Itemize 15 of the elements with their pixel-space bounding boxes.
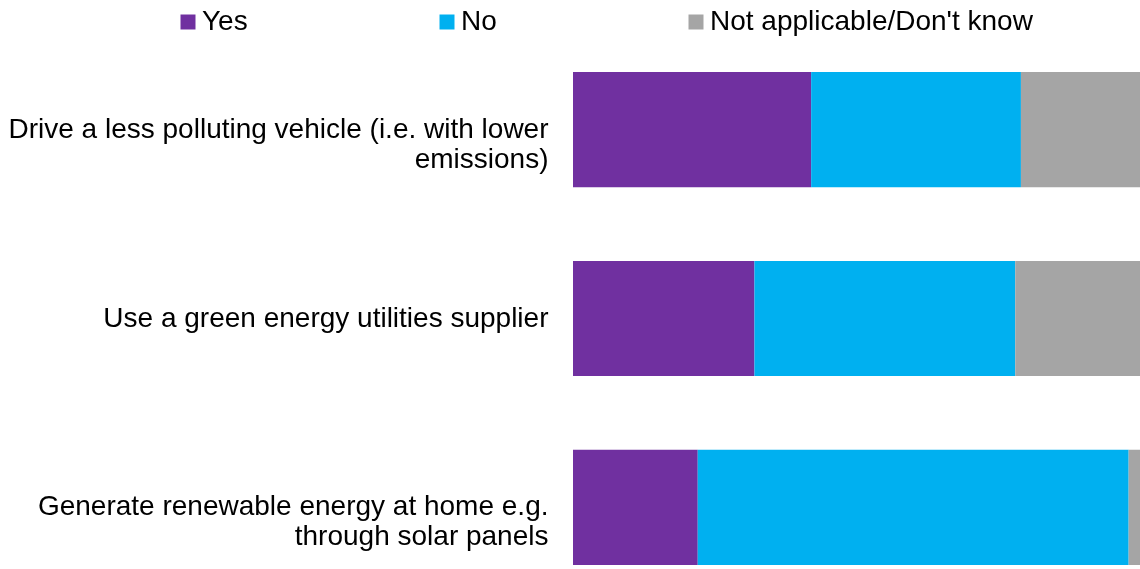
bar (697, 449, 1129, 565)
bar (811, 72, 1021, 188)
bar (754, 260, 1016, 377)
y-tick-label: Generate renewable energy at home e.g. through solar panels (37, 490, 549, 552)
y-tick-label: Use a green energy utilities supplier (103, 301, 549, 333)
y-tick-label: Drive a less polluting vehicle (i.e. with lower emissions) (8, 112, 549, 174)
legend-label: No (461, 5, 497, 36)
legend-label: Not applicable/Don't know (710, 5, 1034, 36)
bar (1020, 72, 1140, 188)
bar (573, 260, 755, 377)
bar (1015, 260, 1140, 377)
bar (573, 449, 698, 565)
legend-label: Yes (202, 5, 248, 36)
bar (573, 72, 812, 188)
bar (1128, 449, 1140, 565)
